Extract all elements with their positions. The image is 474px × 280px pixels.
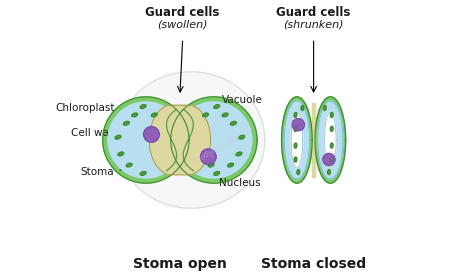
Polygon shape xyxy=(291,112,303,168)
Text: Stoma closed: Stoma closed xyxy=(261,257,366,271)
Ellipse shape xyxy=(330,113,333,117)
Ellipse shape xyxy=(294,113,297,117)
Polygon shape xyxy=(171,97,257,183)
Ellipse shape xyxy=(140,172,146,175)
Ellipse shape xyxy=(118,152,124,156)
Polygon shape xyxy=(176,102,252,178)
Text: (shrunken): (shrunken) xyxy=(283,20,344,30)
Ellipse shape xyxy=(228,163,234,167)
Ellipse shape xyxy=(230,122,237,125)
Polygon shape xyxy=(103,97,189,183)
Ellipse shape xyxy=(132,113,137,117)
Circle shape xyxy=(144,127,159,142)
Ellipse shape xyxy=(202,113,209,117)
Ellipse shape xyxy=(151,113,157,117)
Text: Nucleus: Nucleus xyxy=(207,163,261,188)
Ellipse shape xyxy=(126,163,132,167)
Ellipse shape xyxy=(323,106,326,111)
Ellipse shape xyxy=(214,105,219,108)
Ellipse shape xyxy=(140,105,146,108)
Text: Stoma: Stoma xyxy=(81,164,171,177)
Ellipse shape xyxy=(214,172,219,175)
Text: Guard cells: Guard cells xyxy=(276,6,351,19)
Ellipse shape xyxy=(294,143,297,148)
Polygon shape xyxy=(315,97,346,183)
Polygon shape xyxy=(117,72,265,208)
Polygon shape xyxy=(284,101,310,179)
Polygon shape xyxy=(108,102,184,178)
Text: Stoma open: Stoma open xyxy=(133,257,227,271)
Text: (swollen): (swollen) xyxy=(157,20,208,30)
Ellipse shape xyxy=(330,143,333,148)
Polygon shape xyxy=(312,103,315,177)
Ellipse shape xyxy=(330,126,333,131)
Ellipse shape xyxy=(208,163,214,167)
Text: Chloroplast: Chloroplast xyxy=(55,103,147,120)
Circle shape xyxy=(201,149,216,165)
Ellipse shape xyxy=(330,157,333,162)
Polygon shape xyxy=(282,97,312,183)
Ellipse shape xyxy=(294,157,297,162)
Ellipse shape xyxy=(115,135,121,139)
Text: Guard cells: Guard cells xyxy=(146,6,220,19)
Ellipse shape xyxy=(239,135,245,139)
Ellipse shape xyxy=(123,122,129,125)
Polygon shape xyxy=(149,105,210,175)
Ellipse shape xyxy=(297,169,300,174)
Ellipse shape xyxy=(236,152,242,156)
Ellipse shape xyxy=(328,169,330,174)
Text: Cell wall: Cell wall xyxy=(71,128,138,141)
Polygon shape xyxy=(318,101,343,179)
Circle shape xyxy=(323,153,335,166)
Text: studyma.com: studyma.com xyxy=(192,132,243,165)
Circle shape xyxy=(292,118,304,131)
Text: Vacuole: Vacuole xyxy=(209,95,263,113)
Polygon shape xyxy=(325,112,336,168)
Ellipse shape xyxy=(294,126,297,131)
Ellipse shape xyxy=(222,113,228,117)
Ellipse shape xyxy=(301,106,304,111)
